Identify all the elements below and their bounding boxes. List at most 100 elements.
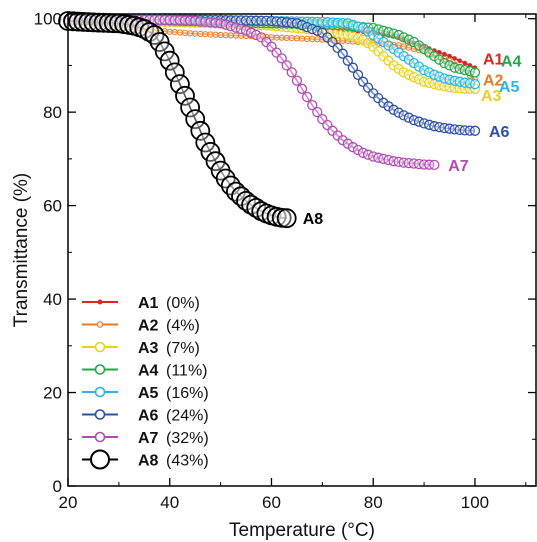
- data-point: [240, 25, 252, 36]
- data-point: [73, 11, 94, 32]
- legend-name: A5: [138, 385, 159, 402]
- data-point: [197, 30, 204, 38]
- legend-name: A4: [138, 363, 159, 380]
- data-point: [413, 74, 425, 85]
- data-point: [362, 26, 374, 37]
- data-point: [347, 142, 359, 153]
- data-point: [309, 36, 316, 43]
- legend-percent: (43%): [166, 453, 209, 470]
- data-point: [187, 30, 194, 37]
- legend-name: A3: [138, 340, 159, 357]
- legend-name: A1: [138, 295, 159, 312]
- legend-marker: [94, 386, 106, 398]
- data-point: [342, 55, 353, 66]
- end-label-a7: A7: [448, 158, 469, 175]
- data-point: [164, 62, 185, 83]
- data-point: [192, 30, 199, 37]
- data-point: [296, 83, 308, 94]
- data-point: [413, 61, 425, 72]
- legend-item: A8 (43%): [82, 449, 209, 470]
- legend-name: A7: [138, 430, 159, 447]
- legend-item: A2 (4%): [82, 318, 200, 335]
- data-point: [307, 99, 318, 111]
- data-point: [424, 47, 435, 58]
- data-point: [388, 43, 399, 55]
- data-point: [205, 151, 226, 172]
- data-point: [424, 67, 435, 78]
- data-point: [181, 29, 189, 37]
- data-point: [342, 138, 353, 149]
- data-point: [222, 32, 229, 39]
- data-point: [195, 132, 216, 153]
- data-point: [78, 12, 99, 33]
- legend-percent: (16%): [166, 385, 209, 402]
- x-tick-label: 60: [262, 493, 281, 512]
- legend-marker: [94, 364, 106, 375]
- legend-percent: (32%): [166, 430, 209, 447]
- legend-marker: [94, 431, 106, 443]
- data-point: [304, 35, 311, 43]
- data-point: [398, 67, 409, 78]
- data-point: [357, 22, 369, 34]
- data-point: [408, 36, 420, 48]
- data-point: [207, 31, 214, 38]
- data-point: [373, 33, 384, 44]
- plot-frame: [67, 13, 537, 487]
- legend-marker: [89, 449, 111, 470]
- data-point: [352, 69, 364, 80]
- data-point: [200, 141, 221, 162]
- legend-item: A7 (32%): [82, 430, 209, 447]
- data-point: [452, 56, 457, 61]
- legend-percent: (7%): [166, 340, 200, 357]
- legend-marker: [94, 409, 106, 420]
- data-point: [429, 159, 440, 171]
- data-point: [149, 32, 170, 52]
- data-point: [378, 97, 389, 108]
- data-point: [286, 67, 297, 78]
- data-point: [352, 144, 364, 156]
- data-point: [398, 50, 409, 62]
- data-point: [337, 48, 348, 59]
- data-point: [202, 31, 209, 38]
- data-point: [278, 34, 285, 41]
- legend-marker: [97, 299, 103, 305]
- y-axis-title: Transmittance (%): [11, 173, 32, 328]
- data-point: [418, 64, 430, 76]
- data-point: [337, 135, 348, 146]
- data-point: [288, 35, 295, 42]
- data-point: [357, 34, 369, 45]
- legend-percent: (24%): [166, 408, 209, 425]
- data-point: [175, 85, 195, 106]
- legend-marker: [96, 321, 104, 328]
- legend-name: A2: [138, 318, 159, 335]
- data-point: [388, 104, 399, 115]
- data-point: [154, 41, 175, 62]
- y-tick-label: 40: [43, 290, 62, 309]
- legend-name: A8: [138, 453, 159, 470]
- legend-name: A6: [138, 408, 159, 425]
- data-point: [217, 31, 224, 39]
- end-label-a3: A3: [481, 88, 502, 105]
- x-tick-label: 40: [160, 493, 179, 512]
- data-point: [212, 31, 219, 38]
- data-point: [368, 29, 379, 41]
- data-point: [383, 101, 394, 112]
- legend-item: A6 (24%): [82, 408, 209, 425]
- data-point: [408, 57, 420, 69]
- legend-percent: (0%): [166, 295, 200, 312]
- legend-item: A3 (7%): [82, 340, 200, 357]
- data-point: [362, 38, 374, 49]
- legend-item: A4 (11%): [82, 363, 208, 380]
- data-point: [185, 109, 206, 129]
- data-point: [276, 53, 287, 64]
- data-point: [403, 112, 414, 123]
- data-point: [393, 29, 404, 41]
- data-point: [68, 11, 89, 32]
- data-point: [398, 32, 409, 43]
- data-point: [400, 43, 407, 50]
- data-point: [293, 35, 300, 42]
- data-point: [190, 120, 211, 141]
- legend: A1 (0%)A2 (4%)A3 (7%)A4 (11%)A5 (16%)A6 (24%)A…: [82, 295, 209, 470]
